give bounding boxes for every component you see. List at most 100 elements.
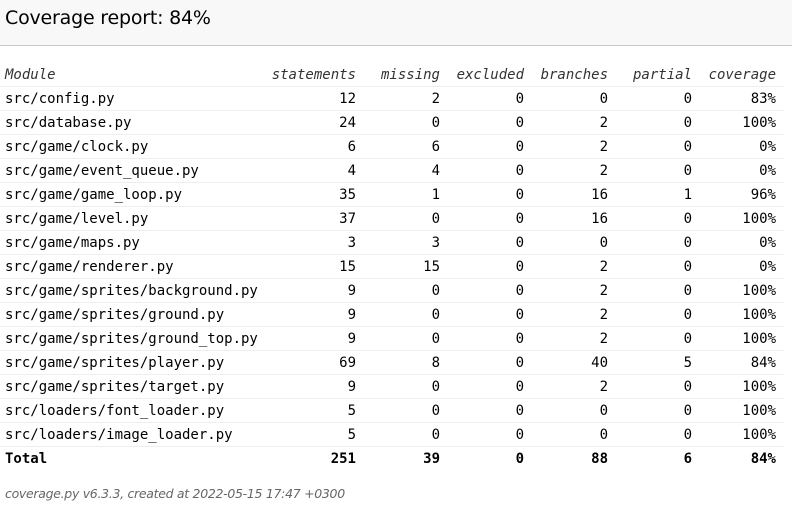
cell-partial: 0 (616, 278, 700, 303)
module-link[interactable]: src/game/maps.py (0, 230, 262, 255)
cell-coverage: 0% (700, 134, 784, 159)
column-header-branches[interactable]: branches (532, 63, 616, 87)
table-row: src/loaders/image_loader.py 5 0 0 0 0 100% (0, 422, 784, 447)
module-link[interactable]: src/game/renderer.py (0, 254, 262, 279)
cell-branches: 0 (532, 86, 616, 111)
cell-partial: 0 (616, 398, 700, 423)
cell-excluded: 0 (448, 254, 532, 279)
module-link[interactable]: src/game/sprites/target.py (0, 374, 262, 399)
cell-excluded: 0 (448, 182, 532, 207)
cell-missing: 0 (364, 302, 448, 327)
cell-excluded: 0 (448, 422, 532, 447)
cell-branches: 2 (532, 254, 616, 279)
module-link[interactable]: src/game/sprites/player.py (0, 350, 262, 375)
footer-credit: coverage.py v6.3.3, created at 2022-05-1… (5, 486, 345, 501)
column-header-coverage[interactable]: coverage (700, 63, 784, 87)
cell-statements: 4 (262, 158, 364, 183)
cell-partial: 0 (616, 230, 700, 255)
total-row: Total 251 39 0 88 6 84% (0, 447, 784, 472)
cell-coverage: 100% (700, 374, 784, 399)
module-link[interactable]: src/database.py (0, 110, 262, 135)
cell-statements: 69 (262, 350, 364, 375)
module-link[interactable]: src/config.py (0, 86, 262, 111)
cell-statements: 15 (262, 254, 364, 279)
cell-statements: 9 (262, 374, 364, 399)
cell-coverage: 0% (700, 230, 784, 255)
cell-missing: 4 (364, 158, 448, 183)
cell-coverage: 100% (700, 302, 784, 327)
cell-missing: 0 (364, 326, 448, 351)
coverage-table: Module statements missing excluded branc… (0, 63, 784, 471)
module-link[interactable]: src/game/sprites/background.py (0, 278, 262, 303)
cell-excluded: 0 (448, 278, 532, 303)
column-header-statements[interactable]: statements (262, 63, 364, 87)
cell-partial: 0 (616, 422, 700, 447)
cell-excluded: 0 (448, 302, 532, 327)
cell-partial: 1 (616, 182, 700, 207)
cell-branches: 2 (532, 374, 616, 399)
cell-excluded: 0 (448, 350, 532, 375)
cell-coverage: 0% (700, 254, 784, 279)
report-header: Coverage report: 84% (0, 0, 792, 46)
total-label: Total (5, 451, 48, 467)
column-header-excluded[interactable]: excluded (448, 63, 532, 87)
page-title: Coverage report: 84% (5, 7, 211, 29)
cell-partial: 0 (616, 110, 700, 135)
cell-missing: 0 (364, 206, 448, 231)
cell-branches: 16 (532, 182, 616, 207)
cell-branches: 2 (532, 302, 616, 327)
cell-missing: 0 (364, 110, 448, 135)
column-header-partial[interactable]: partial (616, 63, 700, 87)
cell-excluded: 0 (448, 134, 532, 159)
cell-branches: 2 (532, 158, 616, 183)
module-link[interactable]: src/game/sprites/ground_top.py (0, 326, 262, 351)
cell-excluded: 0 (448, 326, 532, 351)
cell-excluded: 0 (448, 86, 532, 111)
cell-statements: 37 (262, 206, 364, 231)
cell-coverage: 0% (700, 158, 784, 183)
table-row: src/loaders/font_loader.py 5 0 0 0 0 100% (0, 398, 784, 423)
table-row: src/game/clock.py 6 6 0 2 0 0% (0, 134, 784, 159)
module-link[interactable]: src/game/clock.py (0, 134, 262, 159)
cell-coverage: 100% (700, 110, 784, 135)
cell-partial: 0 (616, 134, 700, 159)
cell-statements: 9 (262, 326, 364, 351)
cell-partial: 0 (616, 206, 700, 231)
cell-missing: 3 (364, 230, 448, 255)
cell-branches: 40 (532, 350, 616, 375)
cell-partial: 0 (616, 158, 700, 183)
module-link[interactable]: src/game/event_queue.py (0, 158, 262, 183)
module-link[interactable]: src/loaders/image_loader.py (0, 422, 262, 447)
cell-statements: 9 (262, 278, 364, 303)
cell-branches: 0 (532, 230, 616, 255)
cell-branches: 2 (532, 326, 616, 351)
cell-branches: 2 (532, 110, 616, 135)
cell-partial: 0 (616, 326, 700, 351)
cell-missing: 2 (364, 86, 448, 111)
module-link[interactable]: src/loaders/font_loader.py (0, 398, 262, 423)
column-header-module[interactable]: Module (0, 63, 262, 87)
cell-coverage: 100% (700, 326, 784, 351)
cell-statements: 9 (262, 302, 364, 327)
table-row: src/game/sprites/target.py 9 0 0 2 0 100% (0, 374, 784, 399)
cell-coverage: 84% (700, 350, 784, 375)
cell-coverage: 100% (700, 422, 784, 447)
table-row: src/game/sprites/ground_top.py 9 0 0 2 0 100% (0, 326, 784, 351)
cell-excluded: 0 (448, 398, 532, 423)
total-excluded: 0 (515, 451, 524, 467)
cell-partial: 0 (616, 86, 700, 111)
cell-branches: 0 (532, 398, 616, 423)
table-row: src/game/level.py 37 0 0 16 0 100% (0, 206, 784, 231)
cell-statements: 6 (262, 134, 364, 159)
cell-coverage: 100% (700, 398, 784, 423)
column-header-missing[interactable]: missing (364, 63, 448, 87)
module-link[interactable]: src/game/level.py (0, 206, 262, 231)
cell-branches: 2 (532, 278, 616, 303)
table-row: src/game/sprites/background.py 9 0 0 2 0 100% (0, 278, 784, 303)
table-row: src/game/sprites/player.py 69 8 0 40 5 84% (0, 350, 784, 375)
module-link[interactable]: src/game/game_loop.py (0, 182, 262, 207)
module-link[interactable]: src/game/sprites/ground.py (0, 302, 262, 327)
cell-partial: 0 (616, 254, 700, 279)
cell-branches: 0 (532, 422, 616, 447)
table-row: src/game/sprites/ground.py 9 0 0 2 0 100% (0, 302, 784, 327)
